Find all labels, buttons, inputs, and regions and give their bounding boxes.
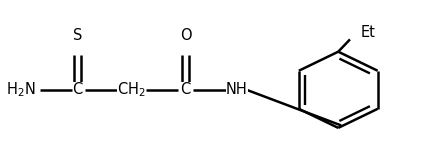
Text: O: O bbox=[179, 28, 191, 43]
Text: NH: NH bbox=[226, 82, 247, 97]
Text: C: C bbox=[180, 82, 190, 97]
Text: H$_2$N: H$_2$N bbox=[6, 80, 36, 99]
Text: Et: Et bbox=[360, 24, 374, 40]
Text: CH$_2$: CH$_2$ bbox=[117, 80, 145, 99]
Text: C: C bbox=[72, 82, 83, 97]
Text: S: S bbox=[73, 28, 82, 43]
